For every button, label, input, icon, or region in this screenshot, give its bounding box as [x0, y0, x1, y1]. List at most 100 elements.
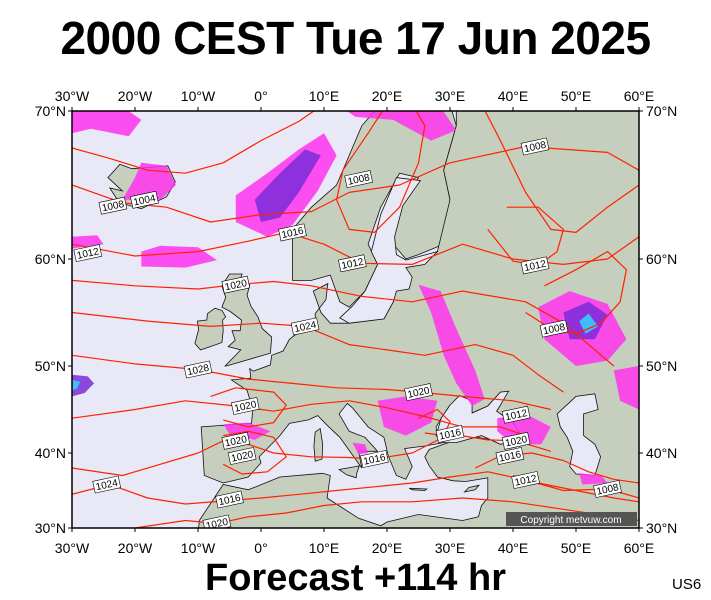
isobar-label: 1020	[501, 431, 531, 450]
isobar-label-text: 1008	[347, 172, 371, 187]
isobar-label: 1020	[230, 397, 260, 415]
lon-label-top: 30°W	[55, 88, 90, 104]
lat-label-left: 40°N	[35, 445, 66, 461]
lon-label-top: 10°E	[309, 88, 340, 104]
lat-label-left: 50°N	[35, 358, 66, 374]
isobar-label: 1016	[215, 490, 244, 509]
land-crete	[408, 487, 428, 491]
isobar-line	[222, 430, 287, 475]
isobar-label: 1016	[495, 447, 525, 465]
isobar-label-text: 1016	[281, 226, 305, 241]
isobar-label: 1008	[593, 480, 622, 498]
isobar-label-text: 1012	[523, 259, 547, 274]
precip-russia-volga-cells	[579, 313, 599, 334]
lon-label-top: 10°W	[181, 88, 216, 104]
lat-label-left: 60°N	[35, 251, 66, 267]
lat-label-right: 30°N	[646, 520, 677, 536]
isobar-label-text: 1016	[438, 427, 462, 442]
lon-label-top: 50°E	[561, 88, 592, 104]
lon-label-bottom: 20°E	[372, 540, 403, 556]
isobar-label: 1012	[501, 405, 531, 424]
lon-label-bottom: 0°	[254, 540, 267, 556]
land-ireland	[194, 307, 227, 351]
lat-label-right: 50°N	[646, 358, 677, 374]
isobar-label: 1020	[227, 447, 257, 465]
isobar-line	[484, 111, 639, 233]
isobar-line	[72, 400, 526, 437]
isobar-line	[72, 471, 639, 505]
isobar-label-text: 1016	[218, 493, 242, 508]
lon-label-bottom: 40°E	[498, 540, 529, 556]
lat-label-right: 40°N	[646, 445, 677, 461]
precip-iran-north	[579, 473, 608, 485]
sea-azov-baltic-bothnia	[339, 177, 439, 324]
lon-label-bottom: 30°E	[435, 540, 466, 556]
isobar-line	[487, 206, 564, 266]
lon-label-top: 60°E	[624, 88, 655, 104]
isobar-label-text: 1020	[504, 434, 528, 449]
land-sicily	[338, 465, 360, 479]
lat-label-left: 30°N	[35, 520, 66, 536]
lat-label-right: 70°N	[646, 103, 677, 119]
precip-iceland-east	[122, 162, 176, 200]
lon-label-bottom: 10°E	[309, 540, 340, 556]
graticule-ticks	[68, 107, 643, 532]
precip-italy	[352, 442, 369, 455]
lon-label-bottom: 10°W	[181, 540, 216, 556]
forecast-hour-label: Forecast +114 hr	[204, 557, 506, 599]
isobar-label-text: 1008	[542, 322, 566, 337]
isobar-line	[72, 354, 551, 411]
isobar-label: 1024	[290, 317, 320, 336]
lon-label-top: 40°E	[498, 88, 529, 104]
isobar-label-text: 1016	[363, 452, 387, 467]
isobar-label-text: 1020	[224, 278, 248, 293]
map-canvas: 1008 1004 1012 1016 1008 1012 1008 1012 1008 1020…	[72, 111, 639, 532]
precip-greenland-sea	[72, 111, 142, 137]
isobar-label-text: 1008	[523, 140, 547, 155]
sea-caspian	[556, 393, 602, 476]
isobar-label-text: 1020	[407, 385, 431, 400]
isobar-label-text: 1020	[230, 449, 254, 464]
lon-label-bottom: 30°W	[55, 540, 90, 556]
isobar-label-text: 1024	[293, 320, 317, 335]
lon-label-top: 0°	[254, 88, 267, 104]
isobar-label-text: 1020	[224, 434, 248, 449]
isobar-label-text: 1012	[76, 246, 100, 261]
isobar-label: 1020	[221, 275, 251, 294]
isobar-label: 1020	[221, 431, 251, 450]
isobar-label-text: 1012	[341, 256, 365, 271]
precip-atlantic-iberia-core	[72, 379, 81, 391]
precip-ural	[613, 366, 639, 410]
isobar-line	[72, 311, 564, 393]
map-frame	[71, 110, 640, 529]
isobar-label-text: 1028	[186, 363, 210, 378]
copyright-box: Copyright metvuw.com	[506, 512, 637, 526]
isobar-label-text: 1012	[514, 473, 538, 488]
isobar-lines	[72, 111, 639, 528]
isobar-line	[210, 387, 287, 428]
isobar-label-text: 1020	[233, 399, 257, 414]
land-cyprus	[463, 484, 481, 493]
precip-norwegian-sea-core	[254, 149, 321, 222]
lon-label-top: 30°E	[435, 88, 466, 104]
lat-label-right: 60°N	[646, 251, 677, 267]
isobar-label: 1008	[539, 319, 569, 338]
isobar-label: 1016	[435, 424, 465, 443]
precip-arctic-north	[346, 111, 457, 141]
lon-label-bottom: 20°W	[118, 540, 153, 556]
isobar-label-text: 1016	[498, 449, 522, 464]
isobar-label: 1012	[511, 471, 540, 489]
isobar-label: 1008	[520, 137, 550, 156]
isobar-label: 1008	[344, 170, 373, 189]
isobar-label: 1004	[130, 190, 159, 209]
isobar-label: 1016	[360, 450, 389, 468]
lon-label-top: 20°E	[372, 88, 403, 104]
isobar-label: 1020	[404, 383, 433, 402]
isobar-label-text: 1020	[205, 517, 229, 532]
axis-labels: 30°W 30°W 20°W 20°W 10°W 10°W 0° 0° 10°E 10°E 20°E…	[35, 88, 678, 556]
isobar-label-text: 1008	[596, 482, 620, 497]
land-scandinavia	[292, 111, 457, 308]
copyright-label: Copyright metvuw.com	[520, 515, 621, 526]
precip-balkans	[377, 396, 438, 436]
isobar-label: 1012	[73, 244, 103, 263]
